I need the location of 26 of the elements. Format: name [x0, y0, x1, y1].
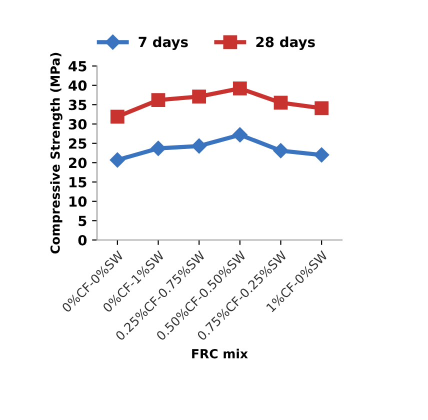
- point: [150, 140, 166, 156]
- y-tick-label: 0: [78, 234, 87, 246]
- point: [192, 90, 206, 104]
- y-tick-label: 5: [78, 216, 86, 226]
- legend-label: 7 days: [138, 36, 188, 50]
- point: [151, 93, 166, 107]
- point: [110, 152, 125, 168]
- point: [273, 143, 288, 158]
- y-tick-label: 20: [69, 158, 87, 168]
- y-tick-label: 45: [68, 61, 86, 72]
- x-axis-title: FRC mix: [192, 348, 248, 358]
- y-tick-label: 30: [68, 118, 87, 130]
- point: [232, 81, 247, 96]
- legend-label: 28 days: [256, 36, 315, 50]
- y-tick-label: 10: [70, 196, 87, 207]
- y-tick-label: 25: [69, 138, 86, 149]
- point: [192, 138, 207, 154]
- y-axis-title: Compressive Strength (MPa): [50, 52, 62, 254]
- point: [232, 127, 248, 142]
- y-tick-label: 35: [68, 100, 86, 110]
- point: [314, 147, 330, 163]
- point: [110, 110, 124, 124]
- y-tick-label: 40: [68, 80, 87, 91]
- point: [274, 96, 288, 110]
- point: [314, 101, 329, 116]
- y-tick-label: 15: [70, 177, 86, 188]
